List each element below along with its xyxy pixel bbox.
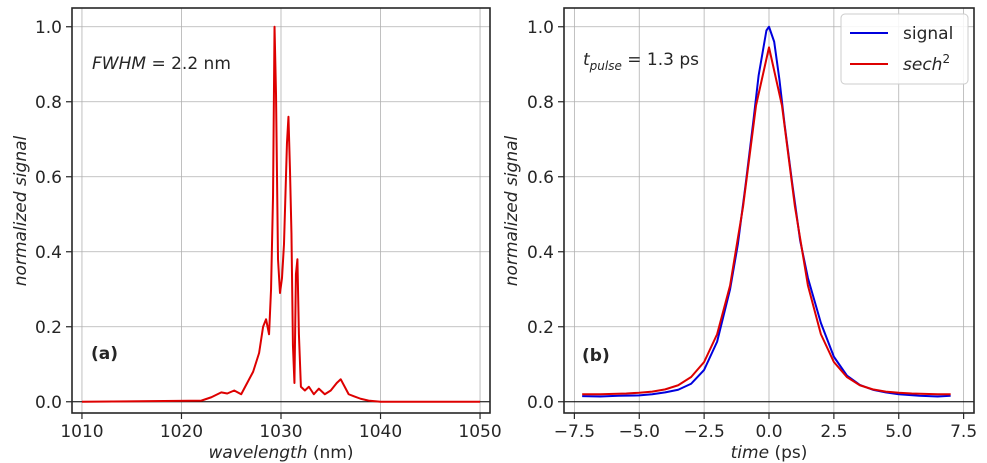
x-tick-label: 1010 <box>60 422 103 442</box>
x-tick-label: 1030 <box>259 422 302 442</box>
panel-a-grid <box>72 8 490 413</box>
panel-b-y-axis-label: normalized signal <box>502 135 522 286</box>
legend-signal-label: signal <box>903 24 953 44</box>
x-tick-label: −7.5 <box>554 422 595 442</box>
panel-b-y-ticks: 0.0 0.2 0.4 0.6 0.8 1.0 <box>527 18 564 413</box>
x-tick-label: −5.0 <box>619 422 660 442</box>
panel-b-x-ticks: −7.5 −5.0 −2.5 0.0 2.5 5.0 7.5 <box>554 413 977 442</box>
y-tick-label: 0.8 <box>35 93 62 113</box>
panel-a-tag: (a) <box>91 344 118 364</box>
x-tick-label: 2.5 <box>820 422 847 442</box>
panel-a-series <box>81 25 481 403</box>
panel-a-fwhm-annotation: FWHM = 2.2 nm <box>92 54 231 74</box>
y-tick-label: 0.4 <box>527 243 554 263</box>
y-tick-label: 1.0 <box>527 18 554 38</box>
series-line-s0 <box>81 25 481 403</box>
y-tick-label: 0.0 <box>527 393 554 413</box>
panel-a-x-axis-label: wavelength (nm) <box>208 443 353 463</box>
y-tick-label: 0.6 <box>35 168 62 188</box>
panel-a-y-ticks: 0.0 0.2 0.4 0.6 0.8 1.0 <box>35 18 72 413</box>
panel-b-tpulse-annotation: tpulse = 1.3 ps <box>583 50 699 73</box>
y-tick-label: 0.8 <box>527 93 554 113</box>
panel-b-chart: −7.5 −5.0 −2.5 0.0 2.5 5.0 7.5 0.0 0.2 0.4 0.6 0.8… <box>502 7 977 463</box>
x-tick-label: −2.5 <box>683 422 724 442</box>
panel-a-x-ticks: 1010 1020 1030 1040 1050 <box>60 413 502 442</box>
y-tick-label: 0.0 <box>35 393 62 413</box>
x-tick-label: 1050 <box>458 422 501 442</box>
panel-b-tag: (b) <box>582 346 610 366</box>
panel-a-y-axis-label: normalized signal <box>11 135 31 286</box>
panel-b-legend: signal sech2 <box>840 13 969 85</box>
x-tick-label: 5.0 <box>885 422 912 442</box>
x-tick-label: 0.0 <box>755 422 782 442</box>
x-tick-label: 7.5 <box>950 422 977 442</box>
y-tick-label: 0.4 <box>35 243 62 263</box>
x-tick-label: 1040 <box>359 422 402 442</box>
legend-sech-label: sech2 <box>903 52 950 75</box>
panel-b-x-axis-label: time (ps) <box>731 443 808 463</box>
y-tick-label: 0.6 <box>527 168 554 188</box>
y-tick-label: 0.2 <box>35 318 62 338</box>
y-tick-label: 1.0 <box>35 18 62 38</box>
y-tick-label: 0.2 <box>527 318 554 338</box>
panel-a-chart: 1010 1020 1030 1040 1050 0.00.20.40.60.81.0 … <box>11 7 502 463</box>
series-line-sech <box>582 46 951 396</box>
legend-box <box>840 13 969 85</box>
x-tick-label: 1020 <box>160 422 203 442</box>
panel-b-series <box>582 25 951 398</box>
